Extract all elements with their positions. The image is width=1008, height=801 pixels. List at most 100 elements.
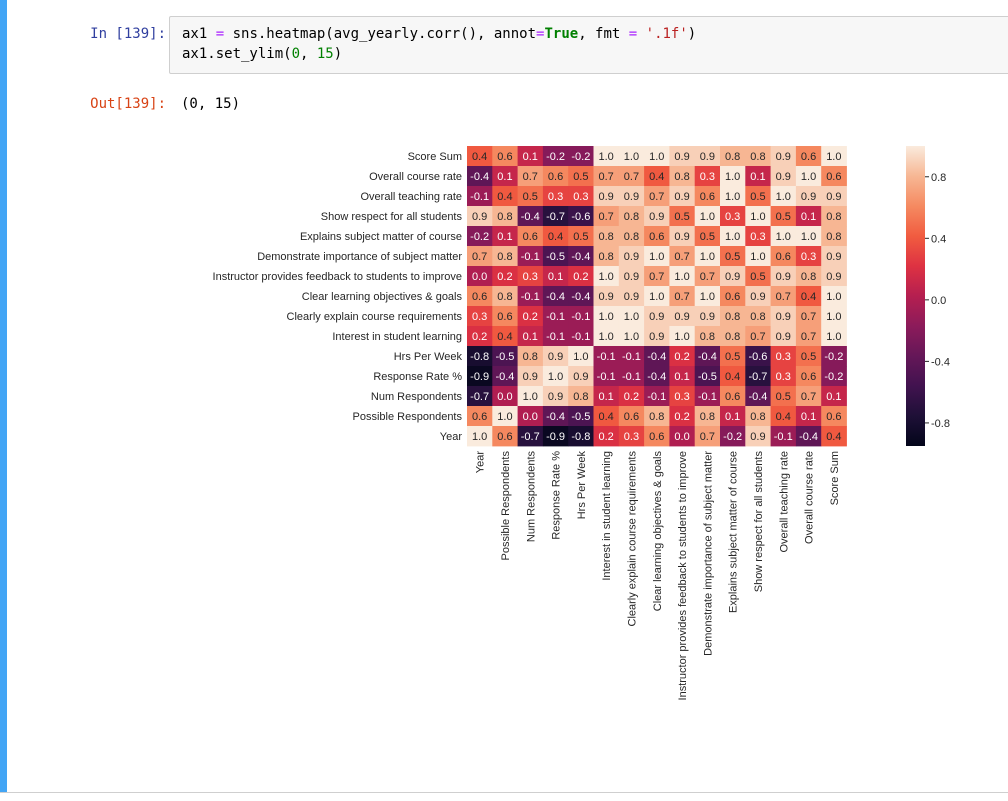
heatmap-cell xyxy=(694,386,721,407)
cell-annotation: 0.1 xyxy=(826,391,841,403)
cell-annotation: 0.4 xyxy=(548,231,563,243)
heatmap-cell xyxy=(720,226,746,247)
cell-annotation: 0.6 xyxy=(497,431,512,443)
heatmap-cell xyxy=(821,166,847,187)
column-label: Overall course rate xyxy=(804,451,816,544)
cell-annotation: 1.0 xyxy=(599,311,614,323)
cell-annotation: 0.7 xyxy=(801,331,816,343)
cell-annotation: 0.6 xyxy=(725,291,740,303)
heatmap-cell xyxy=(669,386,696,407)
cell-annotation: 1.0 xyxy=(624,331,639,343)
cell-annotation: 0.9 xyxy=(826,191,841,203)
heatmap-cell xyxy=(467,406,493,427)
cell-annotation: 0.4 xyxy=(599,411,614,423)
cell-annotation: -0.8 xyxy=(470,351,489,363)
heatmap-cell xyxy=(517,226,544,247)
heatmap-cell xyxy=(770,226,797,247)
row-label: Overall course rate xyxy=(369,171,462,183)
cell-annotation: 0.0 xyxy=(497,391,512,403)
heatmap-cell xyxy=(669,226,696,247)
cell-annotation: -0.1 xyxy=(546,331,565,343)
cell-annotation: 1.0 xyxy=(801,231,816,243)
cell-annotation: 0.9 xyxy=(826,271,841,283)
cell-annotation: 0.9 xyxy=(624,191,639,203)
cell-bottom-border xyxy=(0,792,1008,793)
column-label: Instructor provides feedback to students… xyxy=(677,451,689,700)
cell-annotation: 1.0 xyxy=(472,431,487,443)
cell-annotation: 0.4 xyxy=(472,151,487,163)
heatmap-cell xyxy=(770,286,797,307)
heatmap-cell xyxy=(745,146,771,167)
heatmap-cell xyxy=(669,206,696,227)
heatmap-cell xyxy=(517,166,544,187)
heatmap-cell xyxy=(467,286,493,307)
heatmap-cell xyxy=(618,286,645,307)
cell-annotation: 1.0 xyxy=(548,371,563,383)
cell-annotation: -0.9 xyxy=(470,371,489,383)
heatmap-cell xyxy=(795,166,822,187)
heatmap-cell xyxy=(795,346,822,367)
cell-annotation: 0.7 xyxy=(801,391,816,403)
cell-annotation: 0.9 xyxy=(750,431,765,443)
cell-annotation: 0.5 xyxy=(674,211,689,223)
cell-annotation: 0.6 xyxy=(725,391,740,403)
cell-annotation: 0.6 xyxy=(523,231,538,243)
heatmap-cell xyxy=(467,166,493,187)
heatmap-cell xyxy=(770,366,797,387)
column-label: Interest in student learning xyxy=(601,451,613,581)
cell-annotation: 1.0 xyxy=(649,151,664,163)
cell-annotation: 0.3 xyxy=(750,231,765,243)
code-input-area[interactable]: ax1 = sns.heatmap(avg_yearly.corr(), ann… xyxy=(169,16,1008,74)
heatmap-annotations: 0.4 0.6 0.1 -0.2 -0.2 1.0 1.0 1.0 0.9 0.9 0.8 0.8 0.… xyxy=(470,151,843,443)
heatmap-cell xyxy=(745,366,771,387)
cell-annotation: 0.1 xyxy=(801,411,816,423)
heatmap-cell xyxy=(618,426,645,447)
heatmap-cell xyxy=(467,266,493,287)
heatmap-cell xyxy=(694,206,721,227)
row-label: Interest in student learning xyxy=(332,331,462,343)
cell-annotation: 0.9 xyxy=(826,251,841,263)
heatmap-cell xyxy=(517,146,544,167)
heatmap-cell xyxy=(821,266,847,287)
cell-annotation: 0.4 xyxy=(649,171,664,183)
cell-annotation: 0.5 xyxy=(776,391,791,403)
heatmap-cell xyxy=(568,406,594,427)
heatmap-cell xyxy=(593,366,620,387)
cell-annotation: 0.6 xyxy=(497,151,512,163)
heatmap-cell xyxy=(492,406,518,427)
cell-annotation: -0.4 xyxy=(546,411,565,423)
heatmap-cell xyxy=(593,326,620,347)
heatmap-cell xyxy=(694,226,721,247)
cell-annotation: -0.9 xyxy=(546,431,565,443)
cell-annotation: 1.0 xyxy=(497,411,512,423)
heatmap-cell xyxy=(644,226,670,247)
heatmap-cell xyxy=(492,206,518,227)
heatmap-cell xyxy=(644,386,670,407)
heatmap-cell xyxy=(517,406,544,427)
heatmap-cell xyxy=(568,366,594,387)
heatmap-cell xyxy=(542,146,569,167)
cell-annotation: 0.9 xyxy=(801,191,816,203)
column-label: Response Rate % xyxy=(551,451,563,540)
cell-annotation: -0.1 xyxy=(470,191,489,203)
heatmap-cell xyxy=(821,206,847,227)
heatmap-cell xyxy=(795,366,822,387)
heatmap-cell xyxy=(492,386,518,407)
heatmap-cell xyxy=(745,266,771,287)
heatmap-cell xyxy=(517,346,544,367)
heatmap-cell xyxy=(542,346,569,367)
cell-annotation: 0.0 xyxy=(472,271,487,283)
cell-annotation: 0.9 xyxy=(649,211,664,223)
heatmap-cell xyxy=(542,186,569,207)
cell-annotation: 0.1 xyxy=(497,231,512,243)
heatmap-cell xyxy=(542,426,569,447)
heatmap-cell xyxy=(770,146,797,167)
heatmap-cell xyxy=(517,286,544,307)
heatmap-cell xyxy=(821,346,847,367)
cell-annotation: 1.0 xyxy=(649,291,664,303)
cell-annotation: 0.9 xyxy=(548,351,563,363)
cell-annotation: 0.5 xyxy=(523,191,538,203)
heatmap-cell xyxy=(542,206,569,227)
cell-annotation: 0.7 xyxy=(750,331,765,343)
